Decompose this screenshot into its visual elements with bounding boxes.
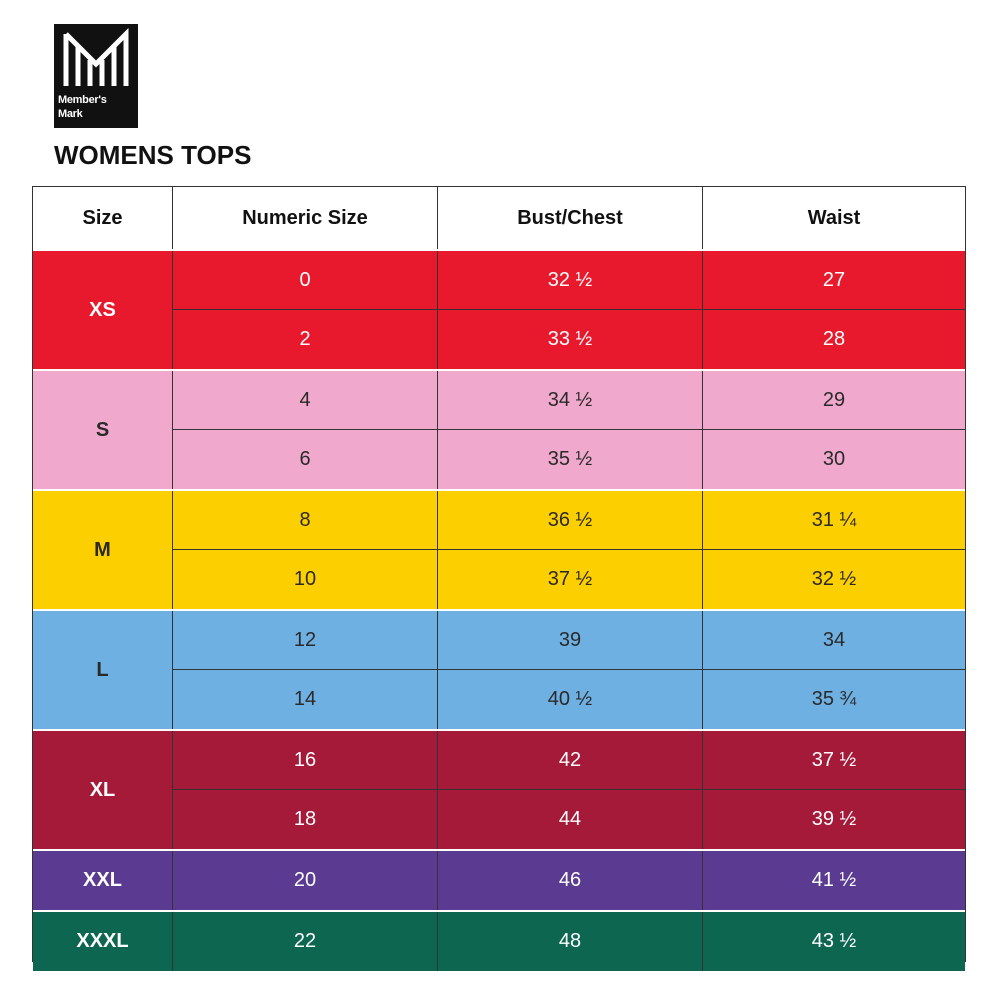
value-cell: 18: [173, 790, 438, 849]
value-cell: 35 ½: [438, 430, 703, 489]
logo-line: Mark: [58, 108, 83, 120]
column-header: Bust/Chest: [438, 187, 703, 249]
value-cell: 31 ¼: [703, 491, 965, 550]
column-header: Size: [33, 187, 173, 249]
size-cell: L: [33, 611, 173, 729]
value-cell: 43 ½: [703, 912, 965, 971]
value-cell: 40 ½: [438, 670, 703, 729]
value-cell: 35 ¾: [703, 670, 965, 729]
page-title: WOMENS TOPS: [54, 140, 252, 170]
value-cell: 12: [173, 611, 438, 670]
size-cell: XL: [33, 731, 173, 849]
value-cell: 28: [703, 310, 965, 369]
column-header: Waist: [807, 206, 861, 229]
value-cell: 36 ½: [438, 491, 703, 550]
value-cell: 32 ½: [703, 550, 965, 609]
size-cell: XXXL: [33, 912, 173, 971]
value-cell: 34 ½: [438, 371, 703, 430]
logo-line: Member's: [58, 94, 107, 106]
value-cell: 32 ½: [438, 251, 703, 310]
value-cell: 42: [438, 731, 703, 790]
value-cell: 37 ½: [438, 550, 703, 609]
value-cell: 14: [173, 670, 438, 729]
value-cell: 22: [173, 912, 438, 971]
value-cell: 44: [438, 790, 703, 849]
value-cell: 20: [173, 851, 438, 910]
column-header: Numeric Size: [173, 187, 438, 249]
value-cell: 33 ½: [438, 310, 703, 369]
brand-logo: Member's Mark: [54, 24, 138, 128]
value-cell: 0: [173, 251, 438, 310]
value-cell: 48: [438, 912, 703, 971]
value-cell: 30: [703, 430, 965, 489]
value-cell: 6: [173, 430, 438, 489]
value-cell: 34: [703, 611, 965, 670]
logo-mark: [63, 27, 129, 86]
value-cell: 10: [173, 550, 438, 609]
size-cell: S: [33, 371, 173, 489]
value-cell: 46: [438, 851, 703, 910]
value-cell: 29: [703, 371, 965, 430]
size-cell: XS: [33, 251, 173, 369]
value-cell: 27: [703, 251, 965, 310]
logo-glyph: [63, 27, 129, 86]
value-cell: 41 ½: [703, 851, 965, 910]
size-table: Size Numeric Size Bust/Chest Waist XS 0 32 ½ 27…: [32, 186, 966, 971]
value-cell: 39: [438, 611, 703, 670]
value-cell: 2: [173, 310, 438, 369]
value-cell: 4: [173, 371, 438, 430]
value-cell: 37 ½: [703, 731, 965, 790]
value-cell: 8: [173, 491, 438, 550]
value-cell: 39 ½: [703, 790, 965, 849]
size-cell: XXL: [33, 851, 173, 910]
size-cell: M: [33, 491, 173, 609]
value-cell: 16: [173, 731, 438, 790]
